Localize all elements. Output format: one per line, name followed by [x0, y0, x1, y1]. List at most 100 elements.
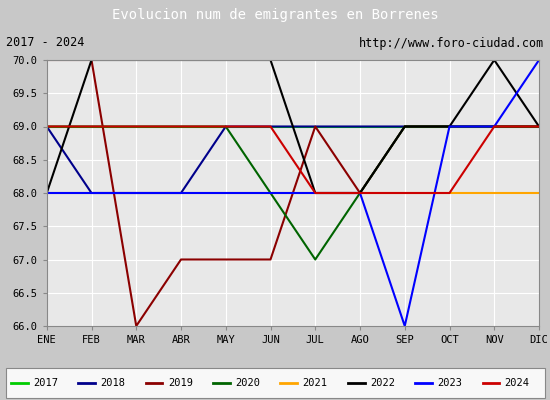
Line: 2023: 2023 — [47, 60, 539, 326]
Text: 2024: 2024 — [505, 378, 530, 388]
2022 — [446, 124, 453, 129]
Line: 2020: 2020 — [47, 126, 539, 260]
Text: Evolucion num de emigrantes en Borrenes: Evolucion num de emigrantes en Borrenes — [112, 8, 438, 22]
2019 — [222, 257, 229, 262]
2023 — [178, 191, 184, 196]
2017 — [133, 124, 140, 129]
2022 — [43, 191, 50, 196]
2018 — [491, 124, 498, 129]
2023 — [402, 324, 408, 328]
Line: 2024: 2024 — [47, 126, 539, 193]
Text: 2017: 2017 — [33, 378, 58, 388]
Line: 2018: 2018 — [47, 126, 539, 193]
2022 — [133, 58, 140, 62]
2023 — [267, 191, 274, 196]
2023 — [536, 58, 542, 62]
Text: 2020: 2020 — [235, 378, 260, 388]
2023 — [43, 191, 50, 196]
2019 — [536, 124, 542, 129]
2023 — [133, 191, 140, 196]
2017 — [88, 124, 95, 129]
2024 — [402, 191, 408, 196]
Line: 2022: 2022 — [47, 60, 539, 193]
2024 — [536, 124, 542, 129]
2022 — [178, 58, 184, 62]
2024 — [43, 124, 50, 129]
2018 — [357, 124, 364, 129]
2019 — [43, 58, 50, 62]
2024 — [312, 191, 318, 196]
2018 — [222, 124, 229, 129]
FancyBboxPatch shape — [6, 368, 544, 398]
2020 — [267, 191, 274, 196]
2021 — [43, 191, 50, 196]
2024 — [178, 124, 184, 129]
2019 — [88, 58, 95, 62]
2019 — [133, 324, 140, 328]
Text: 2021: 2021 — [302, 378, 328, 388]
2019 — [357, 191, 364, 196]
2019 — [267, 257, 274, 262]
2022 — [357, 191, 364, 196]
2018 — [178, 191, 184, 196]
2021 — [491, 191, 498, 196]
2017 — [267, 124, 274, 129]
2019 — [402, 124, 408, 129]
2021 — [88, 191, 95, 196]
2022 — [402, 124, 408, 129]
Text: 2019: 2019 — [168, 378, 193, 388]
2018 — [267, 124, 274, 129]
2017 — [357, 124, 364, 129]
Text: 2018: 2018 — [101, 378, 125, 388]
2021 — [267, 191, 274, 196]
2022 — [88, 58, 95, 62]
2023 — [312, 191, 318, 196]
2023 — [491, 124, 498, 129]
2018 — [43, 124, 50, 129]
2024 — [222, 124, 229, 129]
2017 — [536, 124, 542, 129]
2018 — [88, 191, 95, 196]
2017 — [402, 124, 408, 129]
Text: http://www.foro-ciudad.com: http://www.foro-ciudad.com — [359, 36, 544, 50]
2020 — [88, 124, 95, 129]
2024 — [88, 124, 95, 129]
2020 — [491, 124, 498, 129]
2022 — [267, 58, 274, 62]
2018 — [446, 124, 453, 129]
2017 — [178, 124, 184, 129]
2021 — [536, 191, 542, 196]
2021 — [446, 191, 453, 196]
2017 — [43, 124, 50, 129]
Text: 2017 - 2024: 2017 - 2024 — [6, 36, 84, 50]
2020 — [312, 257, 318, 262]
2022 — [536, 124, 542, 129]
2019 — [312, 124, 318, 129]
Line: 2019: 2019 — [47, 60, 539, 326]
2019 — [178, 257, 184, 262]
2021 — [222, 191, 229, 196]
2017 — [222, 124, 229, 129]
2023 — [446, 124, 453, 129]
2020 — [357, 191, 364, 196]
2023 — [357, 191, 364, 196]
2023 — [88, 191, 95, 196]
2020 — [222, 124, 229, 129]
2021 — [178, 191, 184, 196]
2017 — [446, 124, 453, 129]
Text: 2022: 2022 — [370, 378, 395, 388]
2024 — [133, 124, 140, 129]
2020 — [43, 124, 50, 129]
2022 — [312, 191, 318, 196]
2021 — [312, 191, 318, 196]
Text: 2023: 2023 — [437, 378, 463, 388]
2020 — [536, 124, 542, 129]
2021 — [133, 191, 140, 196]
2020 — [446, 124, 453, 129]
2018 — [402, 124, 408, 129]
2024 — [446, 191, 453, 196]
2024 — [267, 124, 274, 129]
2018 — [133, 191, 140, 196]
2022 — [491, 58, 498, 62]
2019 — [446, 124, 453, 129]
